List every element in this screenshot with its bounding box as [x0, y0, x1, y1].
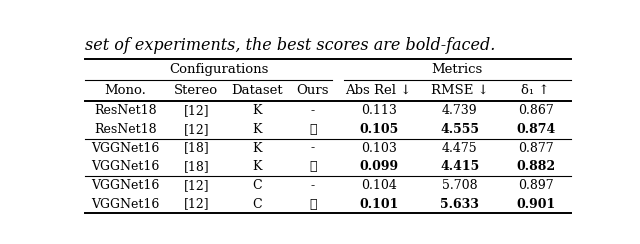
Text: [12]: [12]: [184, 198, 209, 211]
Text: VGGNet16: VGGNet16: [92, 142, 159, 154]
Text: 0.901: 0.901: [516, 198, 556, 211]
Text: ✓: ✓: [309, 198, 317, 211]
Text: Dataset: Dataset: [231, 84, 283, 97]
Text: Stereo: Stereo: [174, 84, 218, 97]
Text: 0.867: 0.867: [518, 104, 554, 117]
Text: ResNet18: ResNet18: [94, 123, 157, 136]
Text: 4.739: 4.739: [442, 104, 477, 117]
Text: δ₁ ↑: δ₁ ↑: [522, 84, 550, 97]
Text: 0.874: 0.874: [516, 123, 556, 136]
Text: C: C: [252, 198, 262, 211]
Text: 0.099: 0.099: [359, 160, 398, 173]
Text: Mono.: Mono.: [104, 84, 147, 97]
Text: 0.897: 0.897: [518, 179, 554, 192]
Text: [12]: [12]: [184, 179, 209, 192]
Text: 5.708: 5.708: [442, 179, 477, 192]
Text: -: -: [311, 104, 315, 117]
Text: [18]: [18]: [184, 142, 209, 154]
Text: 4.555: 4.555: [440, 123, 479, 136]
Text: 0.113: 0.113: [361, 104, 397, 117]
Text: 0.882: 0.882: [516, 160, 555, 173]
Text: set of experiments, the best scores are bold-faced.: set of experiments, the best scores are …: [85, 37, 495, 54]
Text: 5.633: 5.633: [440, 198, 479, 211]
Text: 4.475: 4.475: [442, 142, 477, 154]
Text: VGGNet16: VGGNet16: [92, 198, 159, 211]
Text: -: -: [311, 142, 315, 154]
Text: 4.415: 4.415: [440, 160, 479, 173]
Text: 0.105: 0.105: [359, 123, 398, 136]
Text: -: -: [311, 179, 315, 192]
Text: K: K: [252, 123, 262, 136]
Text: C: C: [252, 179, 262, 192]
Text: Abs Rel ↓: Abs Rel ↓: [346, 84, 412, 97]
Text: K: K: [252, 104, 262, 117]
Text: Metrics: Metrics: [431, 63, 483, 76]
Text: RMSE ↓: RMSE ↓: [431, 84, 488, 97]
Text: K: K: [252, 160, 262, 173]
Text: ✓: ✓: [309, 123, 317, 136]
Text: ✓: ✓: [309, 160, 317, 173]
Text: [12]: [12]: [184, 123, 209, 136]
Text: 0.103: 0.103: [361, 142, 397, 154]
Text: VGGNet16: VGGNet16: [92, 160, 159, 173]
Text: K: K: [252, 142, 262, 154]
Text: 0.877: 0.877: [518, 142, 554, 154]
Text: Configurations: Configurations: [170, 63, 269, 76]
Text: VGGNet16: VGGNet16: [92, 179, 159, 192]
Text: 0.104: 0.104: [361, 179, 397, 192]
Text: 0.101: 0.101: [359, 198, 398, 211]
Text: [18]: [18]: [184, 160, 209, 173]
Text: ResNet18: ResNet18: [94, 104, 157, 117]
Text: [12]: [12]: [184, 104, 209, 117]
Text: Ours: Ours: [296, 84, 329, 97]
